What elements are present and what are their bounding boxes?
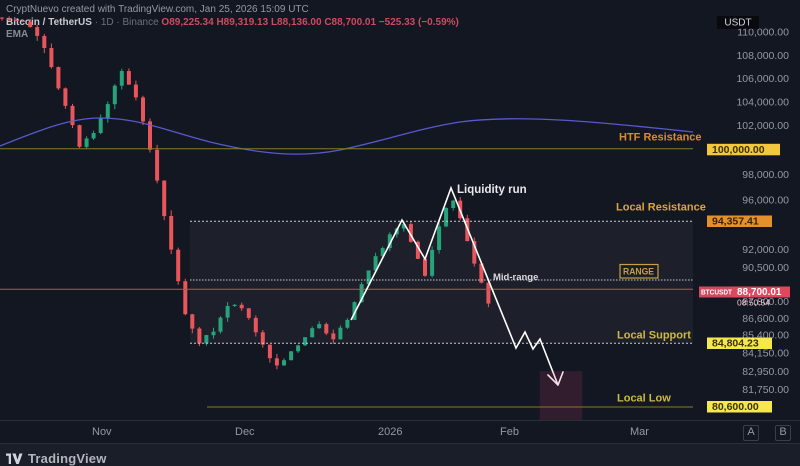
svg-text:RANGE: RANGE [623, 266, 654, 276]
svg-text:HTF Resistance: HTF Resistance [619, 132, 702, 144]
svg-text:108,000.00: 108,000.00 [736, 50, 789, 62]
svg-text:104,000.00: 104,000.00 [736, 97, 789, 109]
svg-text:92,000.00: 92,000.00 [742, 244, 789, 256]
svg-text:Mid-range: Mid-range [493, 272, 538, 283]
svg-text:USDT: USDT [724, 18, 751, 29]
svg-text:08:50:54: 08:50:54 [737, 298, 770, 308]
svg-text:Liquidity run: Liquidity run [457, 184, 527, 196]
svg-text:90,500.00: 90,500.00 [742, 262, 789, 274]
svg-text:86,600.00: 86,600.00 [742, 313, 789, 325]
svg-text:102,000.00: 102,000.00 [736, 120, 789, 132]
svg-text:84,150.00: 84,150.00 [742, 348, 789, 360]
svg-text:106,000.00: 106,000.00 [736, 73, 789, 85]
svg-text:98,000.00: 98,000.00 [742, 169, 789, 181]
svg-text:80,600.00: 80,600.00 [712, 401, 759, 413]
svg-text:94,357.41: 94,357.41 [712, 216, 759, 228]
svg-text:81,750.00: 81,750.00 [742, 384, 789, 396]
svg-text:84,804.23: 84,804.23 [712, 338, 759, 350]
svg-text:88,700.01: 88,700.01 [737, 287, 782, 298]
svg-text:100,000.00: 100,000.00 [712, 144, 765, 156]
svg-text:82,950.00: 82,950.00 [742, 366, 789, 378]
svg-text:96,000.00: 96,000.00 [742, 195, 789, 207]
svg-text:Local Low: Local Low [617, 393, 671, 405]
svg-text:Local Resistance: Local Resistance [616, 202, 706, 214]
svg-text:BTCUSDT: BTCUSDT [701, 290, 733, 297]
svg-text:Local Support: Local Support [617, 330, 691, 342]
